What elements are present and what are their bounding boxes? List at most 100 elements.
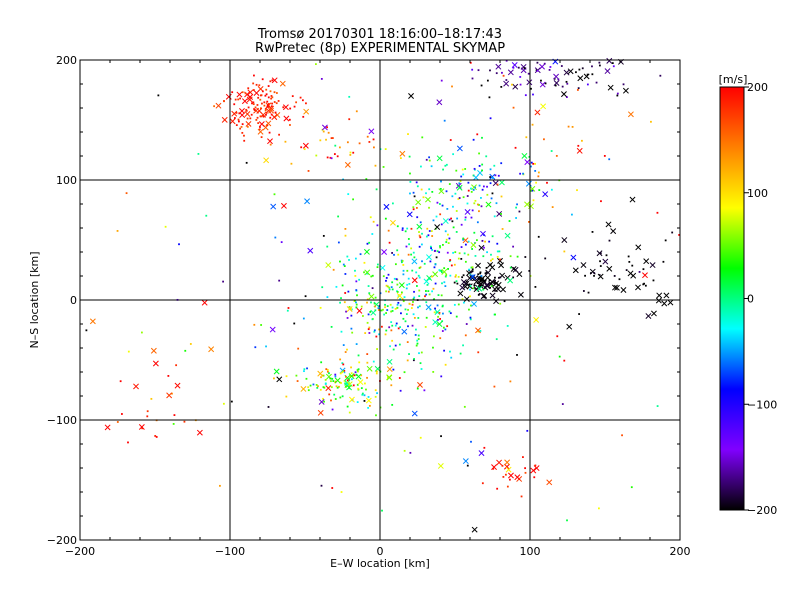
scatter-dot-marker xyxy=(484,280,486,283)
scatter-dot-marker xyxy=(389,345,391,348)
scatter-x-marker xyxy=(425,304,432,311)
scatter-dot-marker xyxy=(358,142,361,145)
scatter-x-marker xyxy=(498,179,505,186)
scatter-dot-marker xyxy=(164,225,167,228)
scatter-dot-marker xyxy=(474,186,477,189)
scatter-dot-marker xyxy=(418,234,421,237)
scatter-dot-marker xyxy=(662,260,665,263)
scatter-dot-marker xyxy=(432,335,435,338)
scatter-dot-marker xyxy=(341,362,344,365)
scatter-dot-marker xyxy=(331,408,334,411)
scatter-x-marker xyxy=(426,275,433,281)
scatter-dot-marker xyxy=(576,189,578,192)
scatter-dot-marker xyxy=(350,308,352,310)
scatter-x-marker xyxy=(366,365,373,372)
scatter-dot-marker xyxy=(491,192,494,195)
scatter-dot-marker xyxy=(581,67,584,70)
scatter-dot-marker xyxy=(591,231,594,233)
scatter-dot-marker xyxy=(315,154,318,157)
scatter-dot-marker xyxy=(480,197,482,199)
scatter-x-marker xyxy=(408,93,415,99)
scatter-x-marker xyxy=(334,377,341,384)
scatter-dot-marker xyxy=(490,259,492,262)
scatter-dot-marker xyxy=(477,294,480,296)
scatter-dot-marker xyxy=(330,399,332,402)
scatter-dot-marker xyxy=(465,280,468,283)
scatter-x-marker xyxy=(511,62,518,68)
scatter-dot-marker xyxy=(434,249,437,252)
scatter-dot-marker xyxy=(474,199,477,202)
scatter-dot-marker xyxy=(422,196,425,199)
scatter-dot-marker xyxy=(349,151,352,154)
scatter-dot-marker xyxy=(534,169,537,172)
scatter-dot-marker xyxy=(260,94,263,97)
scatter-dot-marker xyxy=(384,303,386,306)
scatter-dot-marker xyxy=(505,59,508,62)
scatter-x-marker xyxy=(279,80,286,87)
x-tick-label: 0 xyxy=(377,545,384,558)
scatter-dot-marker xyxy=(461,298,464,301)
scatter-dot-marker xyxy=(269,143,272,146)
scatter-dot-marker xyxy=(499,276,502,279)
scatter-dot-marker xyxy=(234,98,237,101)
scatter-dot-marker xyxy=(464,168,467,170)
scatter-x-marker xyxy=(661,300,668,307)
scatter-x-marker xyxy=(241,98,248,105)
scatter-dot-marker xyxy=(189,343,192,345)
scatter-dot-marker xyxy=(472,274,474,277)
scatter-dot-marker xyxy=(367,406,370,409)
scatter-dot-marker xyxy=(233,117,236,119)
scatter-dot-marker xyxy=(506,325,509,327)
scatter-x-marker xyxy=(620,287,627,293)
scatter-x-marker xyxy=(282,104,289,111)
scatter-dot-marker xyxy=(356,383,359,386)
scatter-x-marker xyxy=(488,280,495,287)
scatter-dot-marker xyxy=(418,245,421,248)
scatter-dot-marker xyxy=(505,79,508,81)
scatter-dot-marker xyxy=(243,139,246,142)
scatter-x-marker xyxy=(489,264,496,271)
scatter-dot-marker xyxy=(366,376,368,379)
scatter-dot-marker xyxy=(411,324,414,327)
scatter-x-marker xyxy=(325,262,332,269)
scatter-x-marker xyxy=(507,472,514,479)
scatter-dot-marker xyxy=(531,189,534,192)
scatter-dot-marker xyxy=(488,240,491,243)
colorbar xyxy=(719,86,745,511)
scatter-dot-marker xyxy=(473,167,476,170)
scatter-dot-marker xyxy=(454,192,457,195)
scatter-x-marker xyxy=(215,102,222,109)
scatter-dot-marker xyxy=(266,100,269,103)
scatter-dot-marker xyxy=(530,165,532,168)
scatter-dot-marker xyxy=(366,353,369,355)
colorbar-tick-label: 100 xyxy=(747,187,768,200)
scatter-dot-marker xyxy=(524,471,527,474)
scatter-dot-marker xyxy=(336,386,339,389)
scatter-dot-marker xyxy=(322,130,325,133)
y-axis-label: N–S location [km] xyxy=(28,251,41,348)
scatter-x-marker xyxy=(484,282,491,289)
scatter-dot-marker xyxy=(262,115,265,118)
scatter-dot-marker xyxy=(440,223,443,226)
scatter-dot-marker xyxy=(468,268,471,271)
scatter-dot-marker xyxy=(434,307,436,310)
scatter-dot-marker xyxy=(400,261,403,264)
scatter-dot-marker xyxy=(395,278,398,281)
scatter-dot-marker xyxy=(407,277,410,280)
scatter-dot-marker xyxy=(556,335,559,338)
scatter-dot-marker xyxy=(410,227,413,230)
scatter-dot-marker xyxy=(375,372,378,375)
scatter-dot-marker xyxy=(469,61,472,64)
scatter-dot-marker xyxy=(412,206,415,209)
scatter-x-marker xyxy=(471,184,477,191)
scatter-dot-marker xyxy=(589,272,592,275)
scatter-dot-marker xyxy=(355,110,358,113)
scatter-dot-marker xyxy=(481,163,484,166)
scatter-dot-marker xyxy=(397,253,400,256)
scatter-dot-marker xyxy=(563,359,566,362)
scatter-dot-marker xyxy=(671,231,674,234)
scatter-dot-marker xyxy=(391,324,394,327)
scatter-x-marker xyxy=(525,180,532,187)
scatter-dot-marker xyxy=(286,309,289,312)
scatter-x-marker xyxy=(283,115,290,122)
